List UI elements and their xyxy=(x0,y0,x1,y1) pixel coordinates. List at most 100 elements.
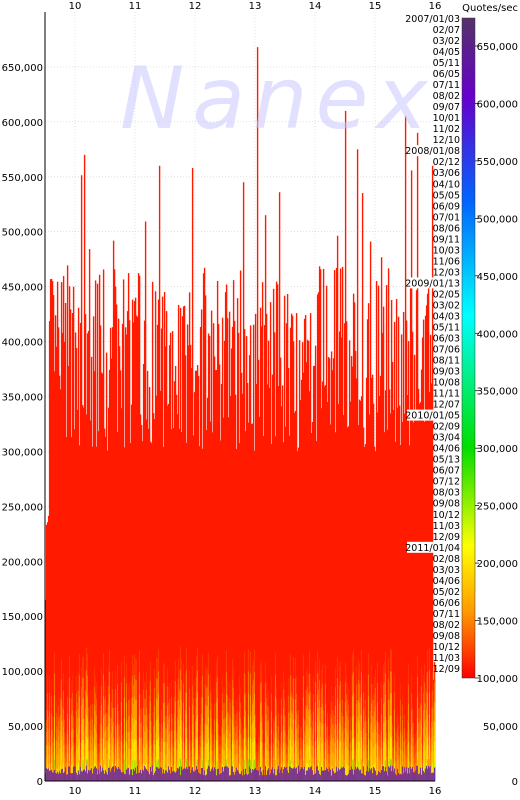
bar-segment xyxy=(409,724,412,735)
bar-segment xyxy=(310,700,313,714)
bar-segment xyxy=(372,699,375,717)
bar-segment xyxy=(113,738,116,748)
bar-base xyxy=(330,775,333,781)
bar-segment xyxy=(401,704,404,721)
bar-segment xyxy=(354,728,357,738)
bar xyxy=(309,313,312,781)
bar-segment xyxy=(115,748,118,760)
bar-segment xyxy=(225,671,228,694)
bar-base xyxy=(197,772,200,781)
bar-base xyxy=(350,766,353,781)
bar-segment xyxy=(63,744,66,757)
bar-segment xyxy=(163,682,166,703)
bar-segment xyxy=(379,729,382,740)
bar-base xyxy=(403,767,406,781)
bar-segment xyxy=(306,686,309,706)
bar-segment xyxy=(311,744,314,758)
bar-base xyxy=(133,770,136,781)
bar-segment xyxy=(291,696,294,714)
bar-segment xyxy=(325,737,328,749)
bar-base xyxy=(244,768,247,781)
bar-segment xyxy=(60,679,63,700)
bar-segment xyxy=(410,675,413,694)
bar-segment xyxy=(329,713,332,728)
bar-segment xyxy=(299,748,302,760)
bar xyxy=(148,387,151,781)
bar xyxy=(383,432,386,781)
bar-segment xyxy=(258,727,261,738)
bar xyxy=(54,315,57,781)
bar-segment xyxy=(142,744,145,763)
bar-segment xyxy=(250,738,253,754)
bar-segment xyxy=(249,738,252,760)
bar-segment xyxy=(250,724,253,740)
bar-segment xyxy=(251,684,254,705)
bar-segment xyxy=(369,710,372,725)
bar-segment xyxy=(216,677,219,699)
bar-segment xyxy=(241,739,244,751)
bar-segment xyxy=(238,746,241,764)
bar-segment xyxy=(409,752,412,763)
bar xyxy=(271,374,274,781)
bar-segment xyxy=(73,744,76,752)
x-tick-label-bottom: 16 xyxy=(429,786,442,797)
bar-segment xyxy=(66,747,69,765)
bar-segment xyxy=(181,726,184,738)
bar-base xyxy=(155,766,158,781)
bar-segment xyxy=(330,749,333,766)
bar-base xyxy=(302,769,305,781)
bar-base xyxy=(193,771,196,781)
bar-segment xyxy=(402,751,405,762)
bar-segment xyxy=(46,745,49,764)
bar-base xyxy=(234,771,237,781)
bar-segment xyxy=(342,754,345,769)
bar-segment xyxy=(261,716,264,730)
bar-segment xyxy=(81,677,84,699)
bar-segment xyxy=(98,752,101,763)
bar xyxy=(398,405,401,781)
bar-segment xyxy=(333,741,336,756)
bar-segment xyxy=(326,698,329,713)
bar-segment xyxy=(297,723,300,739)
bar-base xyxy=(181,770,184,781)
bar-segment xyxy=(166,762,169,782)
y-tick-label: 500,000 xyxy=(2,228,43,239)
date-label: 07/11 xyxy=(433,609,460,620)
bar-segment xyxy=(365,709,368,722)
bar-segment xyxy=(163,663,166,684)
color-tick-label: 650,000 xyxy=(477,42,518,53)
bar-segment xyxy=(396,741,399,755)
bar-base xyxy=(159,767,162,781)
bar-segment xyxy=(245,758,248,771)
y-tick-label: 400,000 xyxy=(2,338,43,349)
bar-segment xyxy=(413,738,416,748)
bar-segment xyxy=(295,676,298,694)
bar-segment xyxy=(136,744,139,754)
bar-segment xyxy=(256,744,259,752)
bar-segment xyxy=(81,739,84,761)
date-label: 02/12 xyxy=(433,157,460,168)
bar-segment xyxy=(90,729,93,743)
bar-segment xyxy=(153,724,156,744)
bar-base xyxy=(97,769,100,781)
bar-segment xyxy=(392,747,395,757)
bar-segment xyxy=(242,717,245,729)
bar xyxy=(366,319,369,781)
bar-segment xyxy=(368,732,371,742)
bar-base xyxy=(242,769,245,781)
bar-segment xyxy=(403,754,406,769)
bar-segment xyxy=(52,742,55,753)
bar-segment xyxy=(338,684,341,705)
bar-segment xyxy=(80,743,83,763)
bar-segment xyxy=(71,710,74,729)
bar-segment xyxy=(365,757,368,770)
bar-segment xyxy=(152,739,155,754)
bar-segment xyxy=(285,724,288,735)
bar-segment xyxy=(312,694,315,712)
x-tick-label-bottom: 14 xyxy=(309,786,322,797)
bar xyxy=(182,306,185,781)
date-label: 08/03 xyxy=(433,488,460,499)
bar-segment xyxy=(340,726,343,741)
bar-segment xyxy=(287,746,290,765)
bar-segment xyxy=(128,764,131,782)
